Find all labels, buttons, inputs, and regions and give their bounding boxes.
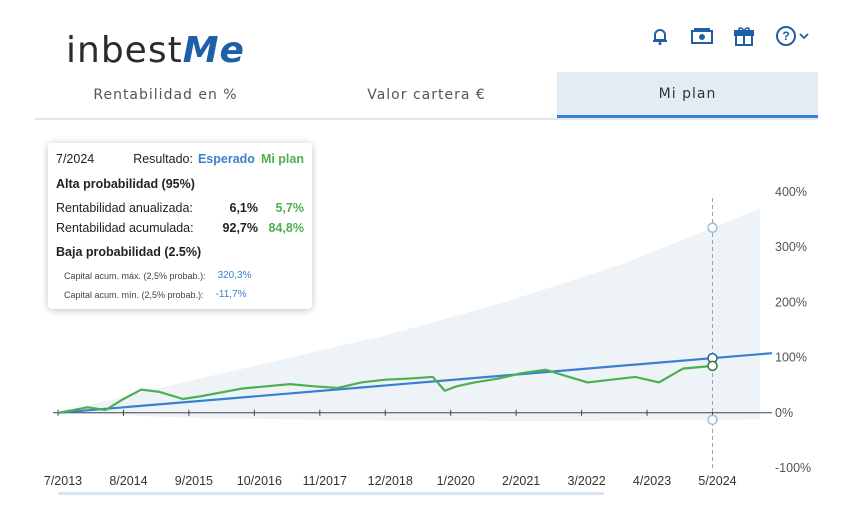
tab-rentabilidad[interactable]: Rentabilidad en % [93,87,238,103]
x-tick-label: 11/2017 [303,474,347,488]
x-tick-label: 7/2013 [44,474,82,488]
x-tick-label: 9/2015 [175,474,213,488]
baja-title: Baja probabilidad (2.5%) [56,245,202,259]
bell-icon[interactable] [648,24,672,48]
y-tick-label: 300% [775,240,807,254]
rent-anual-esperado: 6,1% [229,201,259,215]
y-tick-label: -100% [775,461,811,475]
tooltip-header: 7/2024 Resultado: Esperado Mi plan [56,152,304,166]
money-icon[interactable] [690,24,714,48]
y-tick-label: 100% [775,351,807,365]
x-tick-label: 2/2021 [502,474,540,488]
cap-min-row: Capital acum. mín. (2,5% probab.): -11,7… [64,289,304,300]
svg-text:?: ? [782,29,789,43]
cap-min-marker [707,414,718,426]
help-icon[interactable]: ? [774,24,812,48]
cap-max-row: Capital acum. máx. (2,5% probab.): 320,3… [64,270,304,281]
logo-accent: Me [182,30,245,71]
miplan-line [57,364,713,414]
tick-labels: 7/2013 8/2014 9/2015 10/2016 11/2017 12/2018 1… [44,185,811,488]
cap-min-label: Capital acum. mín. (2,5% probab.): [64,289,204,300]
cursor-markers [707,222,718,426]
rent-anual-row: Rentabilidad anualizada: 6,1% 5,7% [56,201,304,215]
tab-mi-plan[interactable]: Mi plan [557,72,818,118]
rent-acum-row: Rentabilidad acumulada: 92,7% 84,8% [56,221,304,235]
miplan-label: Mi plan [260,152,304,166]
x-tick-label: 1/2020 [437,474,475,488]
alta-title: Alta probabilidad (95%) [56,177,195,191]
rent-acum-label: Rentabilidad acumulada: [56,221,194,235]
projection-chart[interactable]: 7/2013 8/2014 9/2015 10/2016 11/2017 12/2018 1… [0,120,842,492]
resultado-label: Resultado: [133,152,193,166]
cap-max-label: Capital acum. máx. (2,5% probab.): [64,270,206,281]
rent-anual-miplan: 5,7% [275,201,305,215]
gift-icon[interactable] [732,24,756,48]
x-tick-label: 10/2016 [237,474,282,488]
logo-text: inbest [66,30,183,71]
logo: inbestMe [66,30,245,71]
esperado-line [57,352,773,414]
y-tick-label: 400% [775,185,807,199]
rent-acum-miplan: 84,8% [268,221,304,235]
esperado-label: Esperado [197,152,255,166]
cap-max-marker [707,222,718,234]
miplan-marker [707,360,718,372]
y-tick-label: 200% [775,295,807,309]
x-tick-label: 5/2024 [698,474,736,488]
x-tick-label: 3/2022 [567,474,605,488]
time-scrollbar[interactable] [58,492,604,495]
rent-anual-label: Rentabilidad anualizada: [56,201,193,215]
x-tick-label: 8/2014 [109,474,147,488]
tab-valor-cartera[interactable]: Valor cartera € [367,87,486,103]
rent-acum-esperado: 92,7% [222,221,258,235]
cap-max-value: 320,3% [217,270,252,281]
tab-bar: Rentabilidad en % Valor cartera € Mi pla… [35,72,818,120]
x-tick-label: 12/2018 [368,474,413,488]
header-icons: ? [648,24,812,48]
tooltip-date: 7/2024 [56,152,95,166]
cap-min-value: -11,7% [215,289,247,300]
x-tick-label: 4/2023 [633,474,671,488]
y-tick-label: 0% [775,406,793,420]
series-lines [57,352,773,414]
tooltip: 7/2024 Resultado: Esperado Mi plan Alta … [48,143,312,309]
